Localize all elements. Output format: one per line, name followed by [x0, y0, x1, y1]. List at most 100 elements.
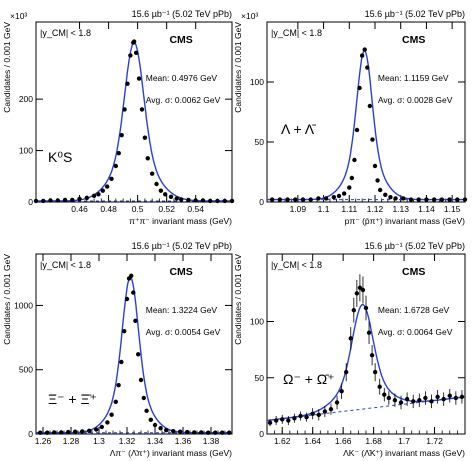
- y-axis-title: Candidates / 0.001 GeV: [2, 254, 12, 345]
- mean-label: Mean: 1.1159 GeV: [378, 73, 449, 83]
- data-point: [100, 188, 105, 193]
- x-axis-title: Λπ⁻ (Λ̄π⁺) invariant mass (GeV): [110, 448, 232, 458]
- data-point: [131, 39, 137, 44]
- x-axis-title: pπ⁻ (p̄π⁺) invariant mass (GeV): [345, 216, 466, 226]
- data-point: [109, 176, 114, 182]
- data-point: [136, 352, 141, 357]
- x-tick-label: 1.11: [341, 204, 357, 214]
- y-multiplier: ×10³: [10, 11, 27, 21]
- data-point: [138, 377, 144, 383]
- data-point: [52, 430, 57, 435]
- data-point: [285, 197, 290, 202]
- data-point: [455, 197, 460, 202]
- data-point: [136, 76, 142, 81]
- data-point: [300, 197, 306, 202]
- data-point: [362, 47, 367, 52]
- data-point: [365, 65, 370, 70]
- data-point: [328, 407, 334, 412]
- data-point: [370, 137, 375, 142]
- data-point: [369, 353, 375, 358]
- x-tick-label: 0.52: [158, 204, 175, 214]
- data-point: [48, 198, 53, 203]
- sigma-label: Avg. σ: 0.0028 GeV: [378, 95, 453, 105]
- data-point: [122, 328, 127, 334]
- data-point: [109, 412, 114, 417]
- data-point: [372, 163, 378, 169]
- x-tick-label: 1.36: [175, 436, 192, 446]
- data-point: [401, 196, 406, 201]
- data-point: [213, 430, 218, 435]
- x-tick-label: 1.72: [426, 436, 443, 446]
- plot-frame: [35, 253, 233, 435]
- data-point: [142, 135, 148, 140]
- data-point: [55, 198, 60, 203]
- data-point: [168, 194, 174, 200]
- data-point: [310, 411, 315, 416]
- x-tick-label: 1.12: [367, 204, 384, 214]
- data-point: [424, 197, 429, 202]
- lumi-label: 15.6 µb⁻¹ (5.02 TeV pPb): [365, 241, 465, 251]
- data-point: [116, 150, 121, 156]
- y-tick-label: 100: [19, 146, 33, 156]
- rapidity-label: |y_CM| < 1.8: [271, 28, 322, 38]
- sigma-label: Avg. σ: 0.0064 GeV: [378, 327, 453, 337]
- lumi-label: 15.6 µb⁻¹ (5.02 TeV pPb): [132, 9, 232, 19]
- mean-label: Mean: 0.4976 GeV: [146, 73, 218, 83]
- cms-label: CMS: [169, 34, 192, 46]
- data-point: [267, 420, 273, 425]
- data-point: [344, 369, 349, 375]
- data-point: [87, 428, 92, 433]
- data-point: [398, 400, 404, 405]
- particle-label: Λ + Λ̄: [281, 121, 316, 137]
- data-point: [280, 417, 285, 422]
- y-axis-title: Candidates / 0.001 GeV: [233, 22, 243, 113]
- data-point: [404, 396, 410, 402]
- cms-label: CMS: [402, 34, 425, 46]
- data-point: [96, 192, 101, 197]
- data-point: [462, 197, 468, 202]
- x-tick-label: 1.28: [63, 436, 80, 446]
- data-point: [66, 429, 71, 435]
- x-tick-label: 1.13: [392, 204, 409, 214]
- data-point: [459, 394, 465, 400]
- lumi-label: 15.6 µb⁻¹ (5.02 TeV pPb): [132, 241, 232, 251]
- data-point: [273, 418, 279, 423]
- data-point: [366, 330, 372, 335]
- data-point: [70, 197, 75, 203]
- data-point: [441, 396, 446, 402]
- data-point: [158, 426, 163, 431]
- chart-panel-1: 0.46 0.48 0.5 0.52 0.54 100 200 0 ×10³ π⁺π⁻ invar…: [2, 9, 235, 226]
- data-point: [41, 198, 46, 204]
- data-point: [334, 400, 340, 405]
- data-point: [116, 382, 121, 388]
- data-point: [164, 427, 169, 433]
- data-point: [293, 197, 298, 202]
- chart-panel-4: 1.62 1.64 1.66 1.68 1.7 1.72 50 100 0 ΛK⁻ (Λ̄K⁺) …: [233, 241, 466, 458]
- y-zero-label: 0: [28, 197, 33, 207]
- data-point: [431, 197, 437, 202]
- data-point: [186, 197, 191, 203]
- y-tick-label: 200: [19, 94, 33, 104]
- data-point: [128, 53, 133, 58]
- x-tick-label: 1.66: [335, 436, 352, 446]
- data-point: [339, 389, 344, 394]
- data-point: [119, 359, 124, 365]
- data-point: [62, 197, 68, 203]
- data-point: [91, 193, 97, 199]
- plot-frame: [35, 21, 233, 203]
- x-tick-label: 1.38: [203, 436, 220, 446]
- data-point: [99, 424, 105, 430]
- data-point: [163, 192, 168, 197]
- data-point: [347, 185, 352, 190]
- cms-label: CMS: [169, 266, 192, 278]
- data-point: [298, 413, 303, 419]
- data-point: [388, 195, 393, 200]
- data-point: [336, 193, 342, 199]
- data-point: [124, 296, 130, 302]
- data-point: [222, 198, 227, 204]
- mean-label: Mean: 1.6728 GeV: [378, 305, 450, 315]
- x-tick-label: 0.46: [71, 204, 88, 214]
- data-point: [133, 50, 139, 56]
- data-point: [367, 103, 373, 109]
- data-point: [33, 198, 39, 204]
